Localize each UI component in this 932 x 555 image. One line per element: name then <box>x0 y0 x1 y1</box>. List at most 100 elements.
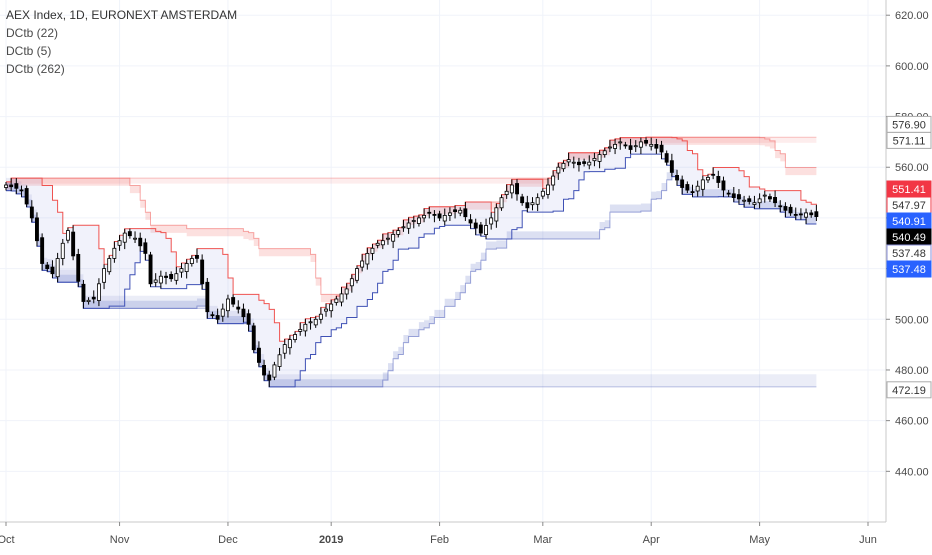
candle-down <box>127 231 132 237</box>
candle-up <box>107 258 112 273</box>
x-tick-label: Dec <box>218 534 238 546</box>
candle-up <box>112 247 117 259</box>
price-label: 576.90 <box>886 115 932 133</box>
x-tick-label: Feb <box>430 534 449 546</box>
candle-down <box>267 374 272 381</box>
chart-title: AEX Index, 1D, EURONEXT AMSTERDAM <box>6 8 238 22</box>
candle-down <box>14 183 19 189</box>
candle-up <box>762 194 767 197</box>
candle-up <box>556 166 561 174</box>
candle-down <box>737 194 741 200</box>
candle-down <box>721 180 726 191</box>
candle-down <box>9 184 14 188</box>
candle-up <box>329 303 334 312</box>
candle-down <box>716 175 721 183</box>
candle-up <box>282 344 287 354</box>
candle-up <box>509 184 514 194</box>
candle-down <box>138 237 143 247</box>
candle-down <box>251 325 256 351</box>
candle-up <box>277 354 282 367</box>
candle-up <box>530 202 535 206</box>
price-label-box <box>886 381 932 399</box>
candle-down <box>726 192 731 195</box>
candle-up <box>411 220 416 222</box>
candle-down <box>50 266 55 275</box>
candle-down <box>256 347 261 363</box>
candle-up <box>551 175 556 186</box>
candle-down <box>814 211 819 217</box>
candle-up <box>97 283 101 301</box>
candle-down <box>210 314 215 317</box>
price-label-box <box>886 131 932 149</box>
y-tick-label: 440.00 <box>895 466 929 478</box>
candle-up <box>396 230 401 235</box>
candle-up <box>546 184 550 195</box>
candle-down <box>143 242 148 254</box>
candle-up <box>133 237 137 240</box>
candle-down <box>437 213 442 219</box>
candle-down <box>35 217 39 242</box>
candle-up <box>804 212 808 218</box>
candle-up <box>422 214 426 219</box>
candle-down <box>29 206 34 219</box>
candle-up <box>385 237 390 240</box>
candle-up <box>458 209 463 214</box>
candle-down <box>659 144 664 153</box>
candle-down <box>169 273 174 280</box>
candle-up <box>308 321 313 324</box>
indicator-label-dctb-5[interactable]: DCtb (5) <box>6 44 52 58</box>
candle-down <box>463 208 468 218</box>
dctb-5-band <box>6 137 817 387</box>
candle-down <box>205 281 210 313</box>
candle-up <box>447 212 452 216</box>
price-label-box <box>886 260 932 278</box>
candle-down <box>664 153 669 163</box>
price-label: 537.48 <box>886 244 932 262</box>
price-label: 540.49 <box>886 228 932 246</box>
candle-down <box>623 144 628 147</box>
candle-down <box>473 222 478 229</box>
price-label: 547.97 <box>886 196 932 214</box>
price-label-text: 551.41 <box>892 184 926 196</box>
candle-down <box>525 202 530 209</box>
indicator-label-dctb-22[interactable]: DCtb (22) <box>6 26 59 40</box>
candle-down <box>778 205 783 208</box>
candle-up <box>695 185 700 192</box>
price-label-text: 540.49 <box>892 232 926 244</box>
candle-up <box>287 339 292 349</box>
indicator-label-dctb-262[interactable]: DCtb (262) <box>6 62 65 76</box>
candle-up <box>489 217 494 225</box>
y-tick-label: 600.00 <box>895 61 929 73</box>
candle-up <box>60 242 65 259</box>
x-tick-label: May <box>749 534 770 546</box>
candle-up <box>742 199 747 202</box>
candle-up <box>370 247 375 254</box>
candle-up <box>700 179 705 190</box>
candle-down <box>453 209 457 213</box>
candle-up <box>349 278 354 287</box>
candle-down <box>582 161 587 164</box>
candle-up <box>174 273 179 281</box>
candle-down <box>194 254 199 259</box>
candle-up <box>272 364 277 378</box>
x-tick-label: Oct <box>0 534 15 546</box>
candle-down <box>71 231 76 257</box>
candle-up <box>153 279 158 283</box>
candle-down <box>148 254 153 285</box>
candle-down <box>711 173 716 176</box>
candle-up <box>318 313 323 320</box>
candle-up <box>618 141 623 144</box>
candle-down <box>231 297 236 305</box>
candle-up <box>561 162 566 170</box>
candle-up <box>334 298 339 303</box>
price-label-text: 537.48 <box>892 248 926 260</box>
candle-up <box>494 207 499 222</box>
candle-down <box>200 259 205 285</box>
price-label-text: 472.19 <box>892 385 926 397</box>
candle-down <box>164 275 168 278</box>
candle-up <box>587 161 592 166</box>
candle-up <box>298 328 303 332</box>
candle-up <box>706 176 710 181</box>
candle-up <box>179 268 184 273</box>
